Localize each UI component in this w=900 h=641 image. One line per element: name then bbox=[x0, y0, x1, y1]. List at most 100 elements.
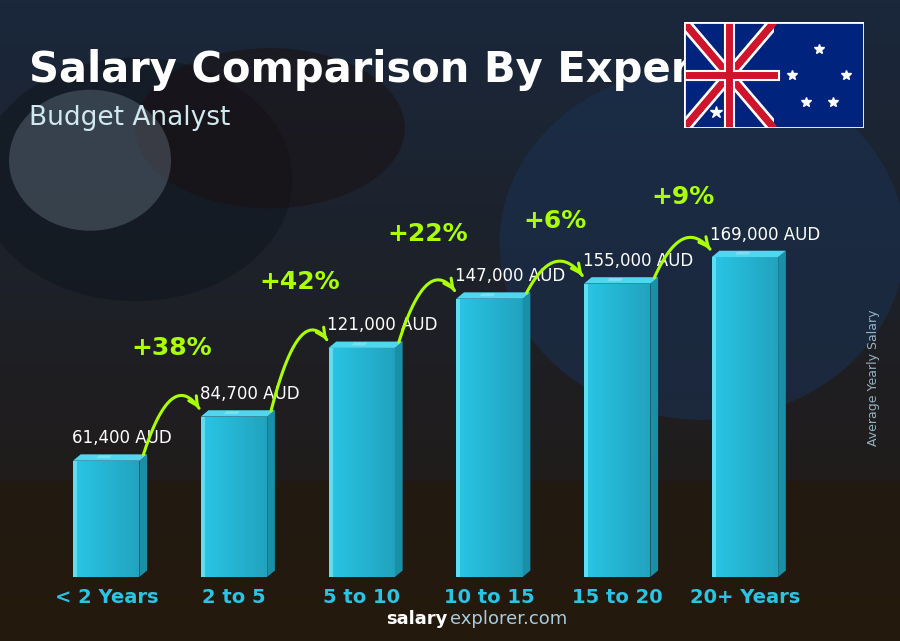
Polygon shape bbox=[590, 283, 594, 577]
Polygon shape bbox=[335, 348, 338, 577]
Polygon shape bbox=[238, 417, 240, 577]
Polygon shape bbox=[76, 461, 80, 577]
Text: salary: salary bbox=[386, 610, 447, 628]
Text: +22%: +22% bbox=[387, 222, 468, 247]
Polygon shape bbox=[140, 454, 147, 577]
Polygon shape bbox=[771, 257, 775, 577]
Polygon shape bbox=[610, 283, 614, 577]
Polygon shape bbox=[388, 348, 392, 577]
Ellipse shape bbox=[500, 67, 900, 420]
Polygon shape bbox=[257, 417, 261, 577]
Polygon shape bbox=[234, 417, 238, 577]
Polygon shape bbox=[722, 257, 725, 577]
Polygon shape bbox=[503, 299, 506, 577]
Polygon shape bbox=[100, 461, 103, 577]
Text: Salary Comparison By Experience: Salary Comparison By Experience bbox=[29, 49, 816, 91]
Polygon shape bbox=[73, 454, 147, 461]
Polygon shape bbox=[356, 348, 358, 577]
Polygon shape bbox=[372, 348, 375, 577]
Text: +6%: +6% bbox=[524, 210, 587, 233]
Polygon shape bbox=[352, 348, 356, 577]
Polygon shape bbox=[759, 257, 761, 577]
Polygon shape bbox=[624, 283, 627, 577]
Polygon shape bbox=[395, 342, 402, 577]
Polygon shape bbox=[338, 348, 342, 577]
Polygon shape bbox=[345, 348, 348, 577]
Polygon shape bbox=[456, 299, 460, 577]
Polygon shape bbox=[594, 283, 598, 577]
Polygon shape bbox=[456, 299, 460, 577]
Polygon shape bbox=[103, 461, 106, 577]
Polygon shape bbox=[748, 257, 752, 577]
Polygon shape bbox=[752, 257, 755, 577]
Polygon shape bbox=[493, 299, 496, 577]
Polygon shape bbox=[641, 283, 644, 577]
Polygon shape bbox=[647, 283, 651, 577]
Polygon shape bbox=[264, 417, 267, 577]
Polygon shape bbox=[600, 283, 604, 577]
Polygon shape bbox=[224, 412, 239, 414]
Ellipse shape bbox=[0, 58, 292, 301]
Polygon shape bbox=[506, 299, 509, 577]
Polygon shape bbox=[136, 461, 140, 577]
Polygon shape bbox=[755, 257, 759, 577]
Polygon shape bbox=[133, 461, 136, 577]
Polygon shape bbox=[352, 342, 367, 345]
Polygon shape bbox=[732, 257, 735, 577]
Polygon shape bbox=[778, 251, 786, 577]
Polygon shape bbox=[738, 257, 742, 577]
Text: 155,000 AUD: 155,000 AUD bbox=[582, 252, 693, 270]
Polygon shape bbox=[368, 348, 372, 577]
Ellipse shape bbox=[135, 48, 405, 208]
Polygon shape bbox=[201, 417, 204, 577]
Polygon shape bbox=[516, 299, 519, 577]
Polygon shape bbox=[775, 257, 778, 577]
Polygon shape bbox=[261, 417, 264, 577]
Text: Budget Analyst: Budget Analyst bbox=[29, 105, 230, 131]
Polygon shape bbox=[123, 461, 126, 577]
Polygon shape bbox=[90, 461, 93, 577]
Polygon shape bbox=[112, 461, 116, 577]
Polygon shape bbox=[480, 299, 482, 577]
Polygon shape bbox=[224, 417, 228, 577]
Polygon shape bbox=[120, 461, 123, 577]
Polygon shape bbox=[718, 257, 722, 577]
Polygon shape bbox=[463, 299, 466, 577]
Polygon shape bbox=[604, 283, 608, 577]
Polygon shape bbox=[80, 461, 83, 577]
Polygon shape bbox=[328, 348, 332, 577]
Polygon shape bbox=[348, 348, 352, 577]
Polygon shape bbox=[725, 257, 728, 577]
Polygon shape bbox=[375, 348, 378, 577]
Polygon shape bbox=[466, 299, 470, 577]
Polygon shape bbox=[96, 455, 112, 458]
Polygon shape bbox=[460, 299, 463, 577]
Polygon shape bbox=[83, 461, 86, 577]
Polygon shape bbox=[500, 299, 503, 577]
Polygon shape bbox=[73, 461, 77, 577]
Polygon shape bbox=[220, 417, 224, 577]
Polygon shape bbox=[472, 299, 476, 577]
Polygon shape bbox=[584, 283, 588, 577]
Polygon shape bbox=[742, 257, 745, 577]
Polygon shape bbox=[126, 461, 130, 577]
Polygon shape bbox=[631, 283, 634, 577]
Polygon shape bbox=[201, 417, 205, 577]
Polygon shape bbox=[130, 461, 133, 577]
Polygon shape bbox=[362, 348, 365, 577]
Polygon shape bbox=[761, 257, 765, 577]
Polygon shape bbox=[378, 348, 382, 577]
Polygon shape bbox=[745, 257, 748, 577]
Text: +42%: +42% bbox=[259, 270, 340, 294]
Polygon shape bbox=[634, 283, 637, 577]
Polygon shape bbox=[644, 283, 647, 577]
Polygon shape bbox=[342, 348, 345, 577]
Polygon shape bbox=[392, 348, 395, 577]
Polygon shape bbox=[470, 299, 472, 577]
Polygon shape bbox=[716, 257, 718, 577]
Text: 147,000 AUD: 147,000 AUD bbox=[455, 267, 565, 285]
Text: Average Yearly Salary: Average Yearly Salary bbox=[867, 310, 879, 446]
Polygon shape bbox=[735, 252, 751, 254]
Polygon shape bbox=[218, 417, 220, 577]
Polygon shape bbox=[244, 417, 248, 577]
